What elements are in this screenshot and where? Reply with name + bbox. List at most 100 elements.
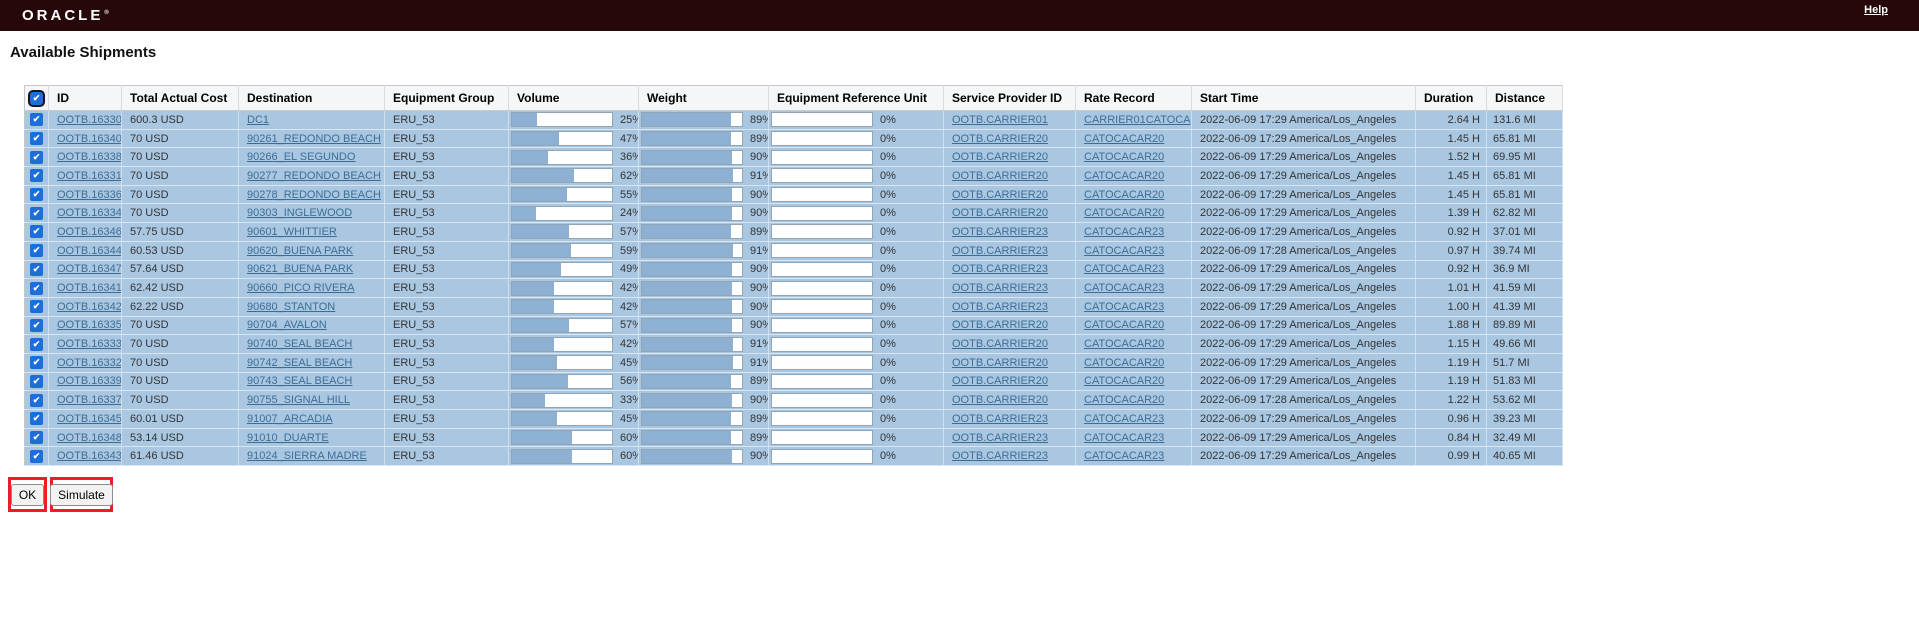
rate-record-link[interactable]: CATOCACAR20 [1084, 151, 1165, 164]
destination-link[interactable]: 90755_SIGNAL HILL [247, 394, 350, 407]
row-checkbox[interactable] [30, 262, 43, 276]
row-checkbox[interactable] [30, 188, 43, 202]
shipment-id-link[interactable]: OOTB.16342 [57, 300, 122, 313]
select-all-checkbox[interactable] [30, 92, 43, 106]
shipment-id-link[interactable]: OOTB.16337 [57, 394, 122, 407]
row-checkbox[interactable] [30, 150, 43, 164]
rate-record-link[interactable]: CATOCACAR20 [1084, 375, 1165, 388]
shipment-id-link[interactable]: OOTB.16334 [57, 207, 122, 220]
row-checkbox[interactable] [30, 132, 43, 146]
row-checkbox[interactable] [30, 374, 43, 388]
service-provider-id-link[interactable]: OOTB.CARRIER20 [952, 207, 1048, 220]
destination-link[interactable]: 90743_SEAL BEACH [247, 375, 353, 388]
service-provider-id-link[interactable]: OOTB.CARRIER23 [952, 412, 1048, 425]
row-checkbox[interactable] [30, 449, 43, 463]
rate-record-link[interactable]: CARRIER01CATOCA [1084, 113, 1191, 126]
destination-link[interactable]: 90303_INGLEWOOD [247, 207, 353, 220]
rate-record-link[interactable]: CATOCACAR20 [1084, 169, 1165, 182]
rate-record-link[interactable]: CATOCACAR23 [1084, 431, 1165, 444]
shipment-id-link[interactable]: OOTB.16344 [57, 244, 122, 257]
service-provider-id-link[interactable]: OOTB.CARRIER20 [952, 319, 1048, 332]
destination-link[interactable]: 91024_SIERRA MADRE [247, 450, 367, 463]
rate-record-link[interactable]: CATOCACAR20 [1084, 338, 1165, 351]
destination-link[interactable]: 91007_ARCADIA [247, 412, 333, 425]
service-provider-id-link[interactable]: OOTB.CARRIER23 [952, 263, 1048, 276]
row-checkbox[interactable] [30, 356, 43, 370]
service-provider-id-link[interactable]: OOTB.CARRIER20 [952, 356, 1048, 369]
rate-record-link[interactable]: CATOCACAR20 [1084, 394, 1165, 407]
rate-record-link[interactable]: CATOCACAR20 [1084, 207, 1165, 220]
service-provider-id-link[interactable]: OOTB.CARRIER23 [952, 225, 1048, 238]
rate-record-link[interactable]: CATOCACAR23 [1084, 450, 1165, 463]
row-checkbox[interactable] [30, 244, 43, 258]
rate-record-link[interactable]: CATOCACAR20 [1084, 356, 1165, 369]
simulate-button[interactable]: Simulate [50, 483, 113, 506]
service-provider-id-link[interactable]: OOTB.CARRIER20 [952, 169, 1048, 182]
rate-record-link[interactable]: CATOCACAR23 [1084, 412, 1165, 425]
service-provider-id-link[interactable]: OOTB.CARRIER23 [952, 450, 1048, 463]
destination-link[interactable]: 90277_REDONDO BEACH [247, 169, 381, 182]
row-checkbox[interactable] [30, 113, 43, 127]
rate-record-link[interactable]: CATOCACAR20 [1084, 188, 1165, 201]
shipment-id-link[interactable]: OOTB.16333 [57, 338, 122, 351]
destination-link[interactable]: 90704_AVALON [247, 319, 327, 332]
shipment-id-link[interactable]: OOTB.16346 [57, 225, 122, 238]
destination-link[interactable]: 90680_STANTON [247, 300, 336, 313]
row-checkbox[interactable] [30, 318, 43, 332]
row-checkbox[interactable] [30, 337, 43, 351]
row-checkbox[interactable] [30, 300, 43, 314]
row-checkbox[interactable] [30, 281, 43, 295]
shipment-id-link[interactable]: OOTB.16331 [57, 169, 122, 182]
row-checkbox[interactable] [30, 169, 43, 183]
rate-record-link[interactable]: CATOCACAR23 [1084, 225, 1165, 238]
help-link[interactable]: Help [1864, 4, 1888, 16]
service-provider-id-link[interactable]: OOTB.CARRIER01 [952, 113, 1048, 126]
volume-cell: 24% [508, 203, 639, 224]
row-checkbox[interactable] [30, 412, 43, 426]
service-provider-id-link[interactable]: OOTB.CARRIER23 [952, 300, 1048, 313]
service-provider-id-link[interactable]: OOTB.CARRIER23 [952, 431, 1048, 444]
destination-link[interactable]: 90740_SEAL BEACH [247, 338, 353, 351]
shipment-id-link[interactable]: OOTB.16345 [57, 412, 122, 425]
service-provider-id-link[interactable]: OOTB.CARRIER23 [952, 282, 1048, 295]
service-provider-id-link[interactable]: OOTB.CARRIER20 [952, 151, 1048, 164]
rate-record-link[interactable]: CATOCACAR20 [1084, 319, 1165, 332]
rate-record-link[interactable]: CATOCACAR23 [1084, 263, 1165, 276]
row-checkbox[interactable] [30, 431, 43, 445]
rate-record-link[interactable]: CATOCACAR23 [1084, 300, 1165, 313]
rate-record-link[interactable]: CATOCACAR20 [1084, 132, 1165, 145]
rate-record-link[interactable]: CATOCACAR23 [1084, 244, 1165, 257]
shipment-id-link[interactable]: OOTB.16330 [57, 113, 122, 126]
shipment-id-link[interactable]: OOTB.16347 [57, 263, 122, 276]
shipment-id-link[interactable]: OOTB.16335 [57, 319, 122, 332]
row-checkbox[interactable] [30, 206, 43, 220]
service-provider-id-link[interactable]: OOTB.CARRIER20 [952, 338, 1048, 351]
destination-link[interactable]: 90660_PICO RIVERA [247, 282, 355, 295]
shipment-id-link[interactable]: OOTB.16343 [57, 450, 122, 463]
service-provider-id-link[interactable]: OOTB.CARRIER20 [952, 132, 1048, 145]
ok-button[interactable]: OK [10, 483, 45, 506]
shipment-id-link[interactable]: OOTB.16336 [57, 188, 122, 201]
destination-link[interactable]: 90266_EL SEGUNDO [247, 151, 356, 164]
row-checkbox[interactable] [30, 225, 43, 239]
service-provider-id-link[interactable]: OOTB.CARRIER23 [952, 244, 1048, 257]
destination-link[interactable]: 91010_DUARTE [247, 431, 329, 444]
row-checkbox[interactable] [30, 393, 43, 407]
service-provider-id-link[interactable]: OOTB.CARRIER20 [952, 394, 1048, 407]
service-provider-id-link[interactable]: OOTB.CARRIER20 [952, 375, 1048, 388]
rate-record-link[interactable]: CATOCACAR23 [1084, 282, 1165, 295]
destination-link[interactable]: 90620_BUENA PARK [247, 244, 354, 257]
shipment-id-link[interactable]: OOTB.16339 [57, 375, 122, 388]
destination-link[interactable]: DC1 [247, 113, 270, 126]
destination-link[interactable]: 90742_SEAL BEACH [247, 356, 353, 369]
destination-link[interactable]: 90621_BUENA PARK [247, 263, 354, 276]
destination-link[interactable]: 90261_REDONDO BEACH [247, 132, 381, 145]
shipment-id-link[interactable]: OOTB.16338 [57, 151, 122, 164]
service-provider-id-link[interactable]: OOTB.CARRIER20 [952, 188, 1048, 201]
shipment-id-link[interactable]: OOTB.16340 [57, 132, 122, 145]
destination-link[interactable]: 90601_WHITTIER [247, 225, 337, 238]
shipment-id-link[interactable]: OOTB.16348 [57, 431, 122, 444]
destination-link[interactable]: 90278_REDONDO BEACH [247, 188, 381, 201]
shipment-id-link[interactable]: OOTB.16341 [57, 282, 122, 295]
shipment-id-link[interactable]: OOTB.16332 [57, 356, 122, 369]
